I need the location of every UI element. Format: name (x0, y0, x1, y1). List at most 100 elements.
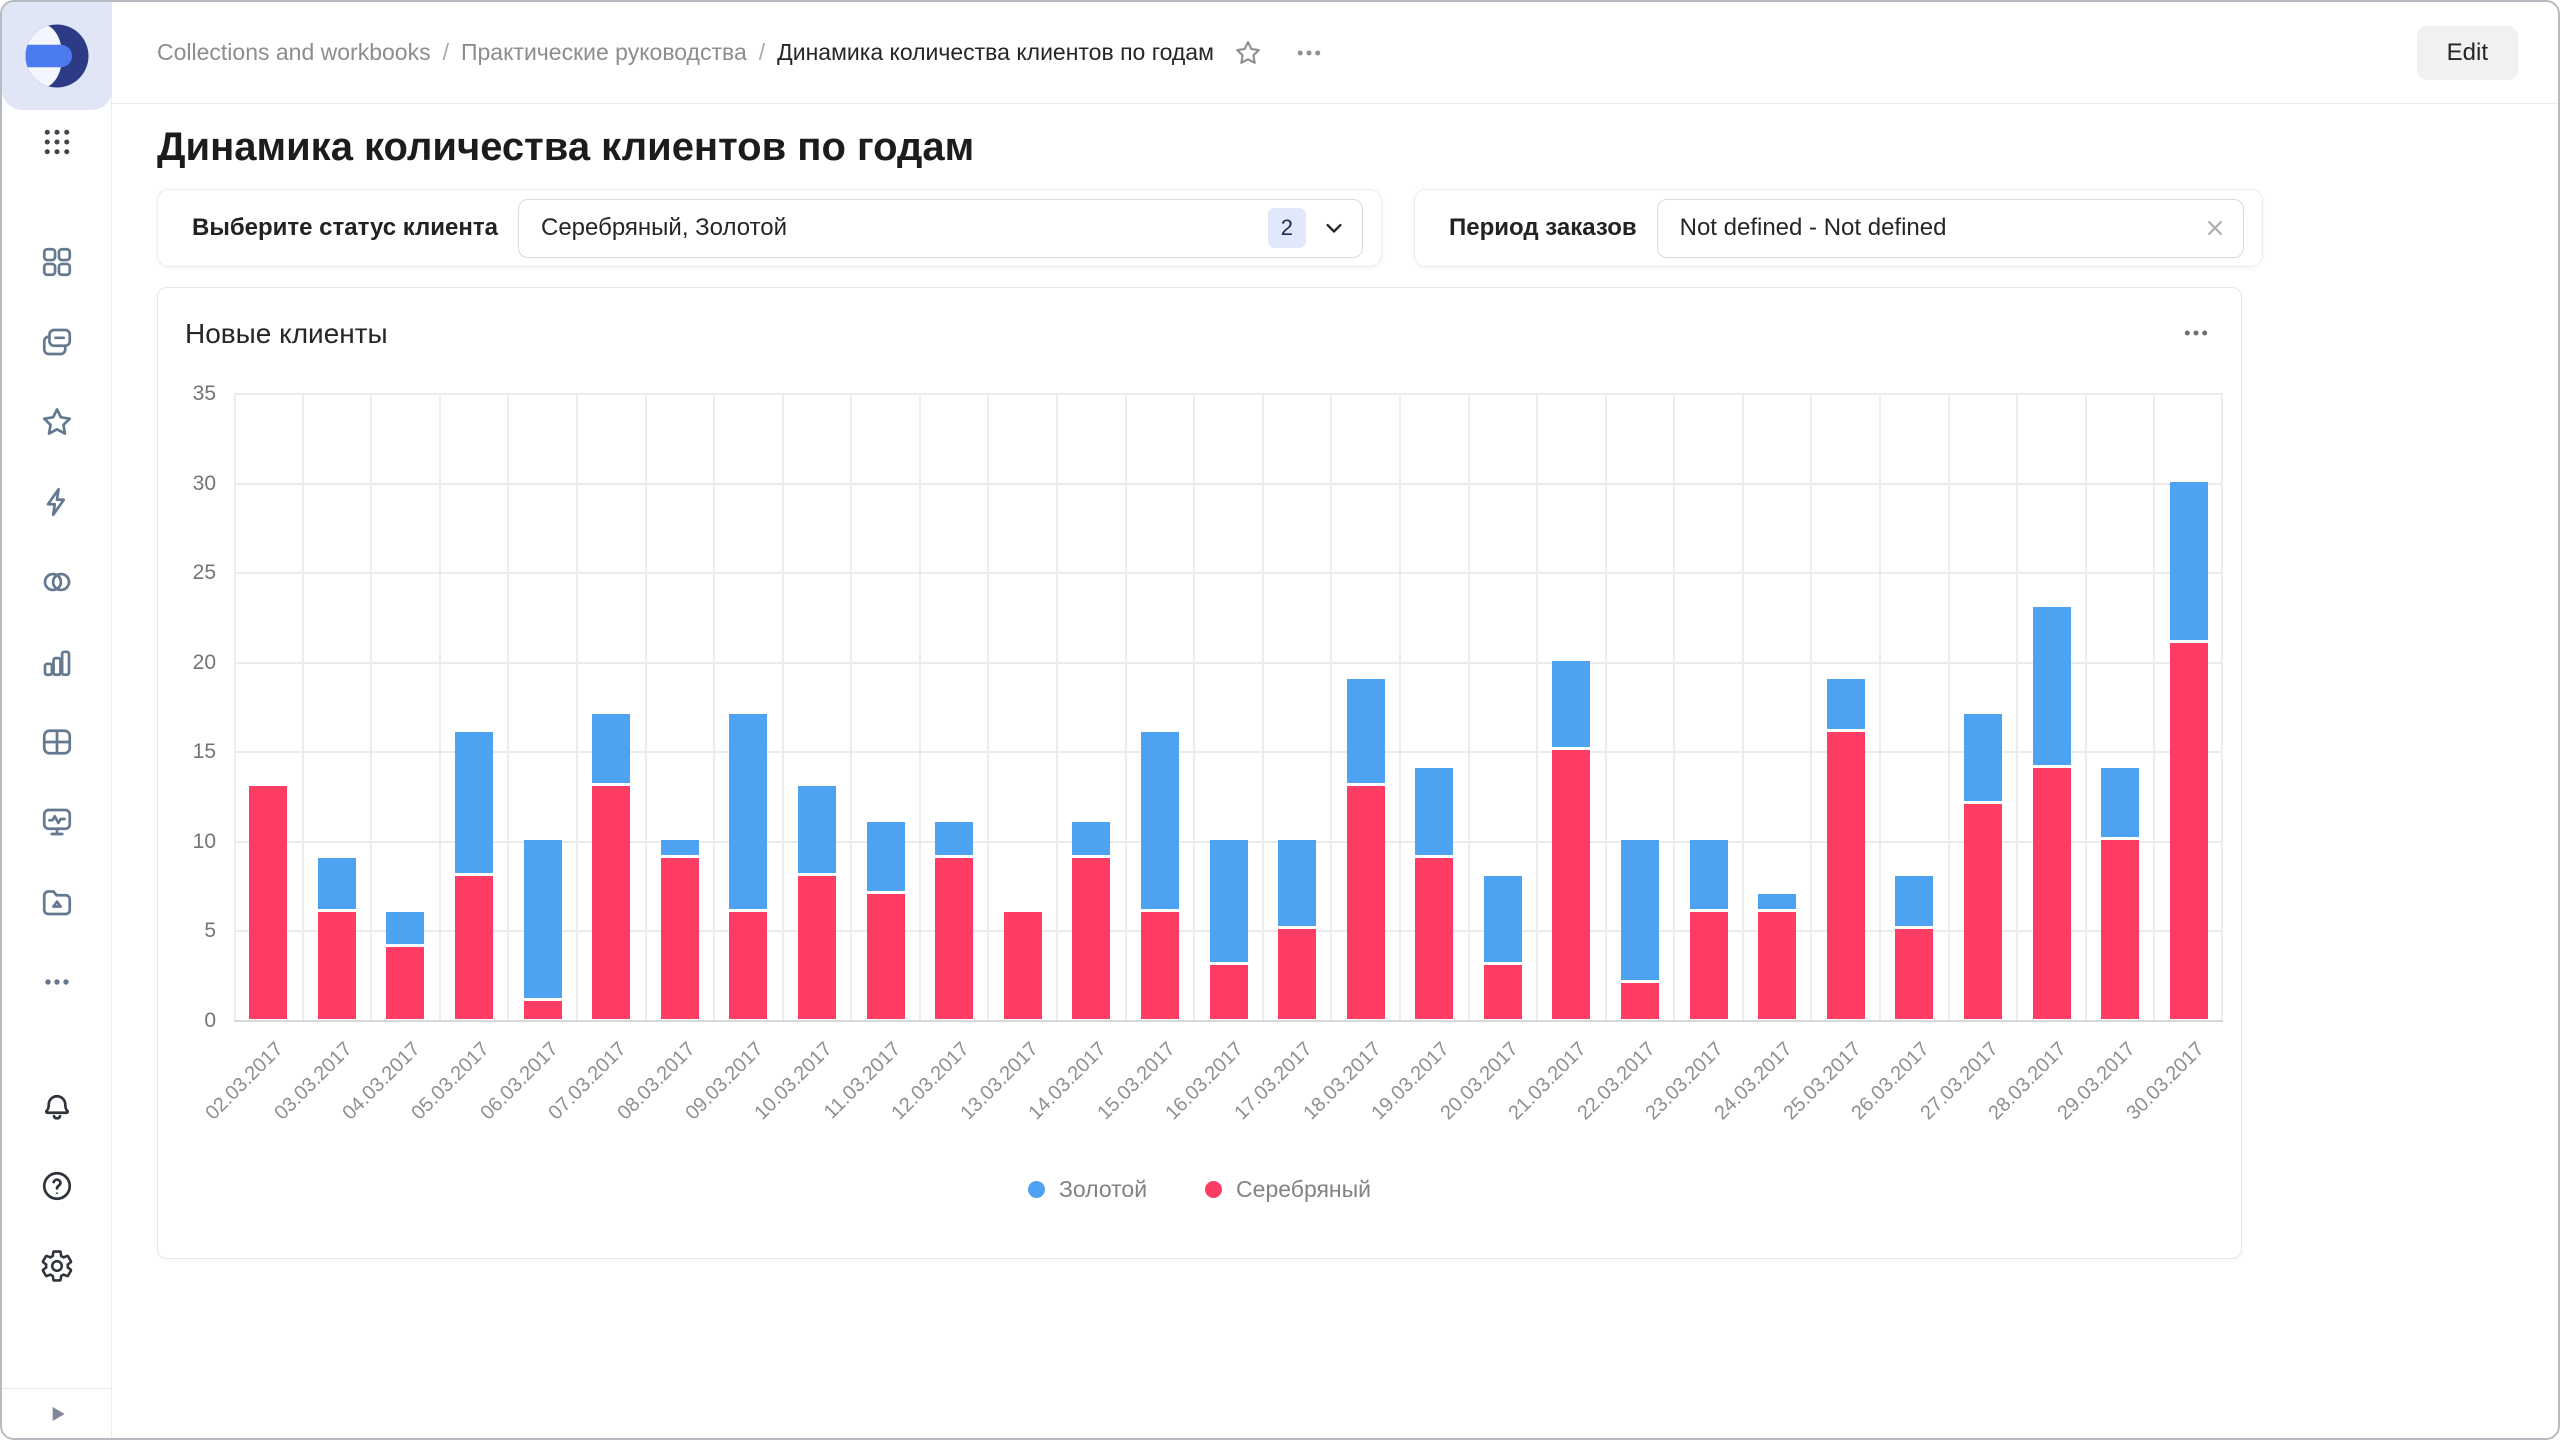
bar-segment-gold[interactable] (592, 714, 631, 784)
breadcrumb-guides[interactable]: Практические руководства (460, 39, 747, 65)
gridline-vertical (575, 394, 578, 1021)
bar-segment-gold[interactable] (1415, 768, 1454, 855)
bar-segment-gold[interactable] (1963, 714, 2002, 802)
x-axis-labels: 02.03.2017 03.03.2017 04.03.2017 05.03.2017… (201, 1038, 2209, 1125)
legend-item[interactable]: Золотой (1027, 1176, 1147, 1203)
bar-segment-gold[interactable] (1140, 732, 1179, 909)
bar-segment-silver[interactable] (1072, 857, 1111, 1019)
bar-segment-silver[interactable] (1895, 929, 1934, 1019)
nav-objects-icon[interactable] (33, 238, 81, 286)
gridline-vertical (1193, 394, 1196, 1021)
dashboard-content: Динамика количества клиентов по годам Вы… (112, 104, 2558, 1259)
gridline-horizontal (234, 393, 2223, 395)
bar-segment-gold[interactable] (1483, 875, 1522, 963)
sidebar-expand-button[interactable] (2, 1388, 111, 1438)
bar-segment-silver[interactable] (455, 875, 494, 1019)
nav-storage-icon[interactable] (33, 878, 81, 926)
bar-segment-silver[interactable] (1003, 911, 1042, 1019)
nav-collections-icon[interactable] (33, 318, 81, 366)
bar-segment-silver[interactable] (249, 786, 288, 1019)
bar-segment-gold[interactable] (1346, 678, 1385, 784)
bar-segment-silver[interactable] (2101, 839, 2140, 1019)
bar-segment-gold[interactable] (1895, 875, 1934, 927)
bar-segment-silver[interactable] (1415, 857, 1454, 1019)
bar-segment-gold[interactable] (1689, 839, 1728, 909)
bar-segment-silver[interactable] (1278, 929, 1317, 1019)
nav-dashboards-icon[interactable] (33, 718, 81, 766)
main-area: Collections and workbooks / Практические… (112, 2, 2558, 1438)
bar-segment-gold[interactable] (386, 911, 425, 945)
bar-segment-silver[interactable] (317, 911, 356, 1019)
bar-segment-silver[interactable] (386, 947, 425, 1019)
bar-segment-silver[interactable] (866, 893, 905, 1019)
bar-segment-silver[interactable] (1963, 804, 2002, 1019)
chart-menu-icon[interactable] (2177, 314, 2215, 352)
y-axis-tick-label: 10 (192, 829, 216, 853)
gridline-vertical (918, 394, 921, 1021)
legend-item[interactable]: Серебряный (1205, 1176, 1371, 1203)
bar-segment-gold[interactable] (1758, 893, 1797, 909)
apps-grid-icon[interactable] (33, 118, 81, 166)
legend-dot-icon (1205, 1181, 1223, 1198)
bar-segment-silver[interactable] (592, 786, 631, 1019)
nav-monitoring-icon[interactable] (33, 798, 81, 846)
bar-segment-gold[interactable] (1072, 821, 1111, 855)
help-icon[interactable] (33, 1162, 81, 1210)
bar-segment-silver[interactable] (1483, 965, 1522, 1019)
bar-segment-gold[interactable] (1278, 839, 1317, 927)
nav-favorites-icon[interactable] (33, 398, 81, 446)
bar-segment-silver[interactable] (660, 857, 699, 1019)
breadcrumb: Collections and workbooks / Практические… (157, 39, 1214, 66)
nav-more-icon[interactable] (33, 958, 81, 1006)
y-axis-tick-label: 0 (204, 1009, 216, 1032)
bar-segment-gold[interactable] (935, 821, 974, 855)
nav-charts-icon[interactable] (33, 638, 81, 686)
settings-gear-icon[interactable] (33, 1242, 81, 1290)
bar-segment-silver[interactable] (1552, 750, 1591, 1019)
gridline-vertical (1467, 394, 1470, 1021)
period-input[interactable]: Not defined - Not defined (1656, 198, 2244, 258)
edit-button[interactable]: Edit (2416, 25, 2518, 80)
bar-segment-silver[interactable] (1209, 965, 1248, 1019)
bar-segment-silver[interactable] (1758, 911, 1797, 1019)
more-actions-icon[interactable] (1290, 34, 1328, 72)
bar-segment-silver[interactable] (935, 857, 974, 1019)
bar-segment-silver[interactable] (2032, 768, 2071, 1019)
bar-segment-gold[interactable] (1552, 660, 1591, 748)
favorite-star-icon[interactable] (1228, 33, 1268, 73)
bar-segment-gold[interactable] (1826, 678, 1865, 730)
bar-segment-silver[interactable] (1689, 911, 1728, 1019)
clear-period-icon[interactable] (2201, 214, 2229, 242)
bar-segment-gold[interactable] (1209, 839, 1248, 963)
gridline-vertical (370, 394, 373, 1021)
datalens-logo[interactable] (2, 2, 112, 110)
bar-segment-silver[interactable] (1826, 732, 1865, 1019)
chart-legend: Золотой Серебряный (158, 1176, 2241, 1203)
bar-segment-silver[interactable] (1621, 983, 1660, 1019)
status-select[interactable]: Серебряный, Золотой 2 (518, 198, 1363, 258)
bar-segment-gold[interactable] (2169, 481, 2208, 640)
nav-connections-icon[interactable] (33, 478, 81, 526)
y-axis-tick-label: 15 (192, 740, 216, 764)
bar-segment-silver[interactable] (523, 1001, 562, 1019)
gridline-vertical (1261, 394, 1264, 1021)
bar-segment-gold[interactable] (660, 839, 699, 855)
bar-segment-silver[interactable] (729, 911, 768, 1019)
breadcrumb-collections[interactable]: Collections and workbooks (157, 39, 431, 65)
bar-segment-gold[interactable] (1621, 839, 1660, 981)
bar-segment-gold[interactable] (866, 821, 905, 891)
bar-segment-silver[interactable] (1346, 786, 1385, 1019)
bar-segment-silver[interactable] (1140, 911, 1179, 1019)
bar-segment-gold[interactable] (2101, 768, 2140, 837)
bar-segment-gold[interactable] (797, 786, 836, 873)
bar-segment-gold[interactable] (2032, 606, 2071, 766)
bar-segment-silver[interactable] (797, 875, 836, 1019)
bar-segment-gold[interactable] (455, 732, 494, 873)
y-axis-tick-label: 25 (192, 561, 216, 585)
bar-segment-gold[interactable] (523, 839, 562, 999)
bar-segment-silver[interactable] (2169, 642, 2208, 1019)
bar-segment-gold[interactable] (317, 857, 356, 909)
bar-segment-gold[interactable] (729, 714, 768, 909)
notifications-bell-icon[interactable] (33, 1082, 81, 1130)
nav-datasets-icon[interactable] (33, 558, 81, 606)
